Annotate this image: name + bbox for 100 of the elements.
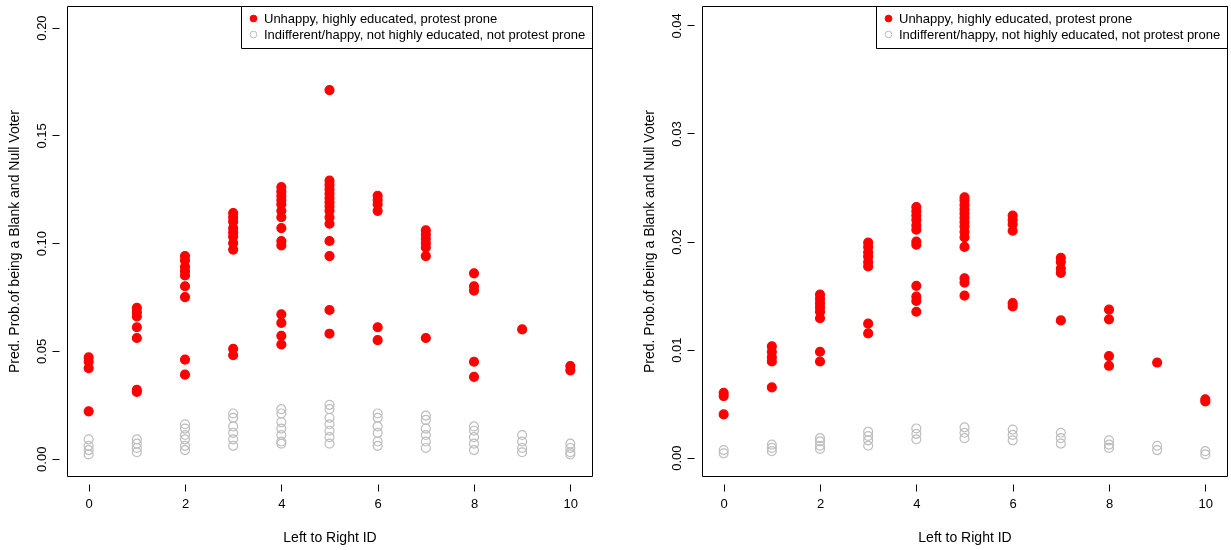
- point: [1152, 440, 1163, 451]
- x-tick-label: 0: [85, 495, 93, 511]
- legend-label: Indifferent/happy, not highly educated, not protest prone: [264, 26, 586, 42]
- point: [372, 412, 383, 423]
- point: [420, 410, 431, 421]
- y-axis-title: Pred. Prob.of being a Blank and Null Voter: [640, 109, 657, 374]
- y-tick-label: 0.04: [668, 13, 684, 39]
- legend-label: Unhappy, highly educated, protest prone: [264, 10, 498, 26]
- x-tick-label: 4: [278, 495, 286, 511]
- point: [228, 440, 239, 451]
- x-tick-label: 10: [563, 495, 579, 511]
- point: [83, 445, 94, 456]
- y-tick-label: 0.02: [668, 229, 684, 255]
- x-tick-label: 6: [374, 495, 382, 511]
- point: [911, 423, 922, 434]
- point: [228, 408, 239, 419]
- point: [372, 440, 383, 451]
- point: [1007, 429, 1018, 441]
- point: [179, 429, 191, 441]
- point: [1103, 435, 1115, 446]
- point: [324, 438, 335, 449]
- x-axis-title: Left to Right ID: [918, 528, 1012, 545]
- point: [814, 440, 826, 451]
- point: [468, 445, 480, 456]
- point: [863, 435, 874, 446]
- point: [468, 421, 480, 432]
- point: [372, 421, 383, 432]
- point: [276, 417, 287, 428]
- x-axis-title: Left to Right ID: [283, 528, 377, 545]
- point: [83, 449, 94, 460]
- point: [1007, 424, 1018, 435]
- point: [324, 404, 335, 415]
- y-tick-label: 0.15: [33, 123, 49, 149]
- point: [276, 423, 287, 434]
- point: [420, 436, 431, 447]
- point: [814, 443, 826, 455]
- x-tick-label: 4: [913, 495, 921, 511]
- point: [1055, 433, 1066, 444]
- y-tick-label: 0.03: [668, 121, 684, 147]
- point: [179, 434, 191, 445]
- point: [1055, 427, 1066, 438]
- point: [372, 436, 383, 447]
- point: [517, 442, 528, 454]
- point: [420, 429, 431, 441]
- x-tick-label: 2: [181, 495, 190, 511]
- point: [324, 412, 335, 423]
- point: [276, 408, 287, 419]
- point: [324, 399, 335, 410]
- y-axis-title: Pred. Prob.of being a Blank and Null Voter: [5, 109, 22, 374]
- point: [959, 422, 970, 433]
- x-tick-label: 10: [1198, 495, 1214, 511]
- point: [517, 436, 528, 447]
- point: [179, 440, 191, 451]
- point: [83, 440, 94, 451]
- point: [863, 440, 874, 451]
- point: [517, 447, 528, 458]
- y-tick-label: 0.05: [33, 338, 49, 365]
- point: [468, 438, 480, 449]
- point: [179, 445, 191, 456]
- point: [517, 429, 528, 441]
- point: [565, 442, 576, 454]
- x-tick-label: 0: [720, 495, 728, 511]
- point: [276, 429, 287, 441]
- point: [324, 432, 335, 443]
- point: [468, 432, 480, 443]
- x-tick-label: 8: [1105, 495, 1114, 511]
- point: [324, 425, 335, 436]
- point: [228, 412, 239, 423]
- point: [179, 423, 191, 434]
- point: [911, 428, 922, 439]
- point: [131, 438, 142, 449]
- point: [911, 434, 922, 445]
- point: [83, 434, 94, 445]
- point: [131, 442, 142, 454]
- point: [1152, 445, 1163, 456]
- x-tick-label: 2: [816, 495, 825, 511]
- y-tick-label: 0.00: [668, 445, 684, 471]
- point: [1007, 435, 1018, 446]
- point: [228, 421, 239, 432]
- x-tick-label: 6: [1009, 495, 1017, 511]
- legend-label: Unhappy, highly educated, protest prone: [899, 10, 1133, 26]
- y-tick-label: 0.10: [33, 231, 49, 257]
- point: [1055, 438, 1066, 449]
- y-tick-label: 0.00: [33, 446, 49, 472]
- y-tick-label: 0.01: [668, 337, 684, 363]
- point: [468, 425, 480, 436]
- point: [372, 408, 383, 419]
- point: [420, 414, 431, 426]
- point: [565, 438, 576, 449]
- point: [131, 447, 142, 458]
- legend-label: Indifferent/happy, not highly educated, not protest prone: [899, 26, 1221, 42]
- point: [766, 446, 777, 457]
- point: [372, 427, 383, 438]
- point: [420, 423, 431, 434]
- point: [959, 433, 970, 444]
- point: [131, 434, 142, 445]
- point: [863, 430, 874, 442]
- x-tick-label: 8: [470, 495, 479, 511]
- point: [420, 442, 431, 454]
- point: [959, 427, 970, 438]
